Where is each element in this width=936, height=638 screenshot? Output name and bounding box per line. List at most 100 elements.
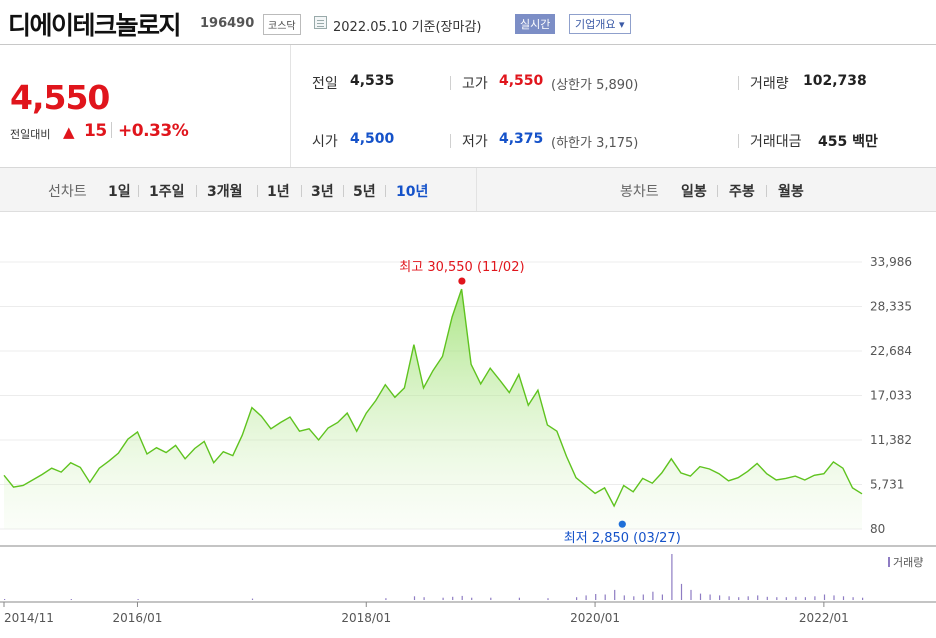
volume-bar [785, 597, 787, 600]
volume-bar [709, 594, 711, 600]
volume-bar [757, 595, 759, 600]
min-point-marker [618, 520, 626, 528]
volume-bar [699, 593, 702, 600]
volume-bar [4, 599, 6, 600]
x-tick-label: 2016/01 [113, 611, 163, 625]
y-tick-label: 22,684 [870, 344, 912, 358]
price-area [4, 289, 862, 529]
period-divider [476, 168, 477, 211]
volume-bar [833, 595, 835, 600]
price-chart: 33,986 28,335 22,684 17,033 11,382 5,731 80 20… [0, 255, 936, 625]
max-point-marker [458, 277, 466, 285]
volume-bar [137, 599, 139, 600]
volume-bar [728, 596, 730, 600]
change-separator [111, 122, 112, 138]
volume-bars [4, 554, 864, 600]
volume-label: 거래량 [750, 76, 789, 92]
y-axis: 33,986 28,335 22,684 17,033 11,382 5,731 80 [870, 255, 912, 536]
upper-limit: (상한가 5,890) [551, 78, 639, 93]
price-summary-box [0, 44, 936, 168]
volume-bar [518, 597, 520, 600]
y-tick-label: 5,731 [870, 478, 904, 492]
volume-bar [862, 597, 864, 600]
volume-bar [795, 596, 797, 600]
price-divider [290, 45, 291, 167]
period-1y[interactable]: 1년 [267, 184, 290, 200]
y-tick-label: 80 [870, 522, 885, 536]
period-3m[interactable]: 3개월 [207, 184, 243, 200]
period-separator [257, 185, 258, 197]
low-label: 저가 [462, 134, 488, 150]
change-percent: +0.33% [118, 121, 189, 141]
volume-bar [604, 594, 606, 600]
max-annotation: 최고 30,550 (11/02) [399, 260, 524, 275]
y-tick-label: 11,382 [870, 433, 912, 447]
stat-separator [738, 76, 739, 90]
line-chart-label: 선차트 [48, 184, 87, 200]
amount-value: 455 백만 [818, 134, 878, 150]
candle-monthly[interactable]: 월봉 [778, 184, 804, 200]
volume-bar [680, 583, 683, 600]
volume-bar [652, 591, 654, 600]
period-10y[interactable]: 10년 [396, 184, 429, 200]
period-separator [138, 185, 139, 197]
period-bar [0, 168, 936, 212]
period-separator [717, 185, 718, 197]
volume-bar [814, 596, 816, 600]
volume-bar [614, 589, 616, 600]
period-1d[interactable]: 1일 [108, 184, 131, 200]
base-date: 2022.05.10 기준(장마감) [333, 20, 482, 35]
volume-bar [595, 594, 597, 600]
realtime-button[interactable]: 실시간 [515, 14, 556, 34]
company-overview-dropdown[interactable]: 기업개요 ▾ [569, 14, 631, 34]
volume-bar [251, 598, 254, 600]
candle-daily[interactable]: 일봉 [681, 184, 707, 200]
current-price: 4,550 [10, 78, 110, 117]
period-1w[interactable]: 1주일 [149, 184, 185, 200]
volume-bar [642, 594, 644, 600]
price-line [3, 288, 863, 508]
candle-chart-label: 봉차트 [620, 184, 659, 200]
period-separator [385, 185, 386, 197]
volume-bar [413, 596, 416, 600]
volume-bar [452, 596, 454, 600]
volume-bar [776, 597, 778, 600]
volume-bar [719, 595, 721, 600]
volume-value: 102,738 [803, 73, 867, 89]
period-3y[interactable]: 3년 [311, 184, 334, 200]
volume-bar [842, 596, 845, 600]
volume-bar [766, 596, 768, 600]
volume-bar [661, 594, 663, 600]
prev-close-label: 전일 [312, 76, 338, 92]
volume-bar [70, 599, 72, 600]
volume-bar [576, 597, 578, 600]
change-label: 전일대비 [10, 128, 51, 141]
y-tick-label: 33,986 [870, 255, 912, 269]
stat-separator [450, 134, 451, 148]
volume-bar [490, 597, 492, 600]
calendar-icon [314, 16, 327, 29]
x-tick-label: 2018/01 [341, 611, 391, 625]
prev-close-value: 4,535 [350, 73, 395, 89]
volume-bar [547, 598, 549, 600]
high-label: 고가 [462, 76, 488, 92]
volume-bar [804, 597, 806, 600]
volume-bar [690, 589, 692, 600]
change-value: 15 [84, 121, 107, 141]
candle-weekly[interactable]: 주봉 [729, 184, 755, 200]
company-name: 디에이테크놀로지 [8, 11, 182, 40]
period-separator [196, 185, 197, 197]
open-value: 4,500 [350, 131, 395, 147]
y-tick-label: 17,033 [870, 389, 912, 403]
volume-bar [385, 598, 387, 600]
volume-bar [671, 554, 673, 600]
lower-limit: (하한가 3,175) [551, 136, 639, 151]
period-separator [343, 185, 344, 197]
volume-bar [738, 597, 740, 600]
volume-bar [623, 595, 625, 600]
volume-bar [423, 597, 425, 600]
volume-bar [852, 597, 854, 600]
volume-bar [461, 595, 463, 600]
period-5y[interactable]: 5년 [353, 184, 376, 200]
volume-bar [585, 595, 587, 600]
